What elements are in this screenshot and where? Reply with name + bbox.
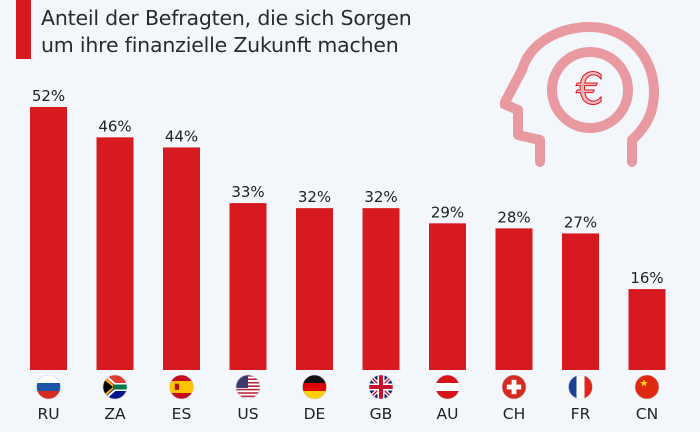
category-label-cn: CN <box>636 405 658 423</box>
value-label-es: 44% <box>165 127 198 145</box>
coin-ring <box>547 47 633 133</box>
bar-es <box>163 147 200 370</box>
svg-text:★: ★ <box>639 379 648 390</box>
flag-icon-china: ★ <box>634 374 660 400</box>
value-label-fr: 27% <box>564 213 597 231</box>
flag-icon-austria <box>435 374 460 400</box>
bar-de <box>296 208 333 370</box>
bar-ch <box>495 228 533 370</box>
flag-icon-uk <box>368 374 394 400</box>
bar-us <box>229 203 267 370</box>
head-outline <box>500 22 659 167</box>
value-label-de: 32% <box>298 188 331 206</box>
category-label-au: AU <box>437 405 459 423</box>
bar-ru <box>30 107 67 370</box>
flag-icon-russia <box>36 374 61 400</box>
head-with-euro-icon: € <box>500 22 659 167</box>
flag-icon-france <box>568 374 593 400</box>
category-label-fr: FR <box>571 405 591 423</box>
title-line-2: um ihre finanzielle Zukunft machen <box>41 33 399 57</box>
category-label-us: US <box>237 405 258 423</box>
category-label-es: ES <box>172 405 192 423</box>
category-label-gb: GB <box>370 405 393 423</box>
title-line-1: Anteil der Befragten, die sich Sorgen <box>41 6 412 30</box>
flag-icon-germany <box>302 374 327 400</box>
value-label-gb: 32% <box>364 188 397 206</box>
bar-gb <box>362 208 400 370</box>
category-label-de: DE <box>304 405 326 423</box>
bar-au <box>429 223 466 370</box>
value-label-ru: 52% <box>32 87 65 105</box>
bar-za <box>96 137 134 370</box>
chart-title: Anteil der Befragten, die sich Sorgen um… <box>41 5 412 59</box>
value-label-za: 46% <box>98 117 131 135</box>
bar-fr <box>562 233 599 370</box>
value-label-cn: 16% <box>630 269 663 287</box>
category-label-ru: RU <box>37 405 59 423</box>
bar-cn <box>628 289 666 370</box>
flag-icon-usa <box>235 374 261 400</box>
category-label-ch: CH <box>503 405 525 423</box>
value-label-au: 29% <box>431 203 464 221</box>
flag-icon-south-africa <box>102 374 128 400</box>
value-label-us: 33% <box>231 183 264 201</box>
value-label-ch: 28% <box>497 208 530 226</box>
title-accent-bar <box>16 0 31 59</box>
flag-icon-spain <box>169 374 194 400</box>
euro-symbol: € <box>576 64 604 115</box>
category-label-za: ZA <box>104 405 126 423</box>
flag-icon-switzerland <box>501 374 527 400</box>
